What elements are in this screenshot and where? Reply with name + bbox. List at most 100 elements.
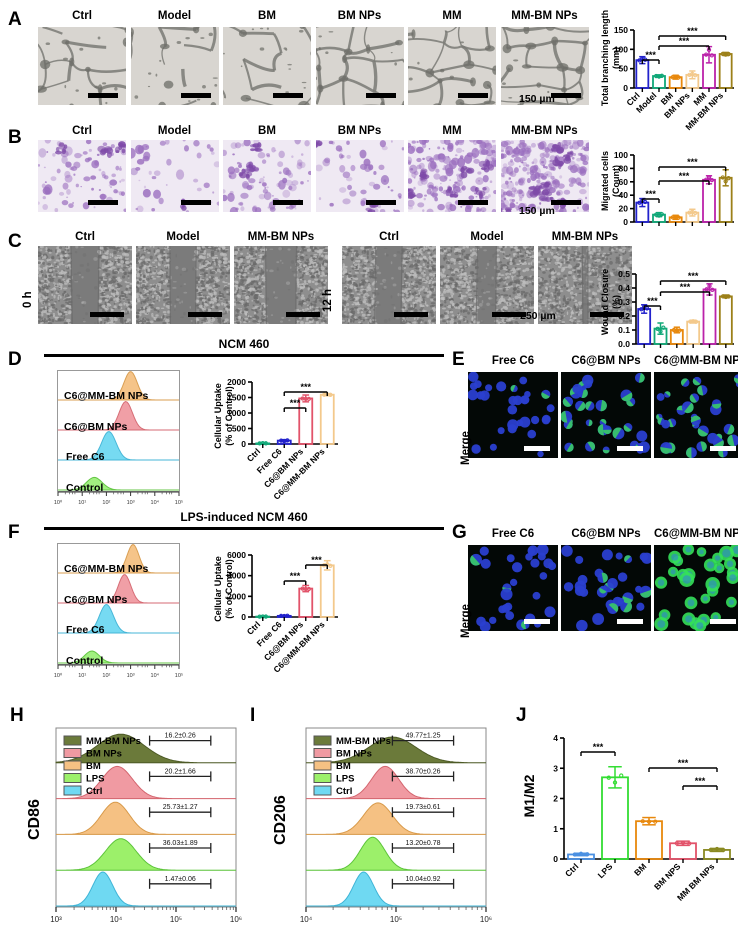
fluorescence-image: [561, 545, 651, 631]
column-header: Free C6: [491, 355, 535, 367]
panel-a-scale-text: 150 µm: [519, 93, 555, 105]
flow-histogram-label: C6@MM-BM NPs: [64, 563, 149, 575]
column-header: Ctrl: [75, 231, 95, 243]
panel-label-e: E: [452, 349, 465, 370]
panel-b-scale-text: 150 µm: [519, 205, 555, 217]
column-header: Model: [166, 231, 200, 243]
flow-histogram-label: C6@BM NPs: [64, 593, 128, 606]
micrograph: [38, 246, 132, 324]
scale-bar: [273, 200, 303, 205]
panel-h-chart: 16.2±0.26 20.2±1.66 25.73±1.27 36.03±1.89 1.…: [50, 724, 242, 929]
column-header: MM: [442, 125, 462, 137]
panel-h-axis-label: CD86: [26, 799, 43, 840]
micrograph: [342, 246, 436, 324]
scale-bar: [617, 619, 643, 624]
flow-x-axis: 10⁰ 10¹ 10² 10³ 10⁴ 10⁵: [54, 491, 183, 508]
svg-text:***: ***: [679, 36, 690, 46]
svg-text:***: ***: [645, 50, 656, 60]
svg-text:150: 150: [614, 25, 628, 35]
scale-bar: [492, 312, 526, 317]
panel-f-header-rule: [44, 527, 444, 530]
column-header: MM-BM NPs: [247, 231, 315, 243]
svg-text:80: 80: [619, 163, 629, 173]
column-header: MM-BM NPs: [551, 231, 619, 243]
panel-f-chart: 0 2000 4000 6000 Ctrl Free C6 C6@BM NPs C6@MM-B…: [212, 539, 342, 675]
scale-bar: [365, 93, 396, 98]
micrograph: [136, 246, 230, 324]
svg-text:(mm): (mm): [611, 47, 621, 69]
column-header: Model: [157, 10, 192, 22]
svg-text:***: ***: [645, 189, 656, 199]
svg-text:20: 20: [619, 204, 629, 214]
panel-c-chart: 0.0 0.1 0.2 0.3 0.4 0.5 *** *** *** Wound Closure…: [600, 258, 738, 358]
panel-a-chart: 0 50 100 150 Ctrl Model BM BM NPs MM MM-BM NPs ***…: [600, 8, 738, 132]
column-header: Ctrl: [379, 231, 399, 243]
scale-bar: [550, 93, 581, 98]
column-header: Model: [470, 231, 504, 243]
flow-histogram-label: C6@MM-BM NPs: [64, 390, 149, 402]
fluorescence-image: [561, 372, 651, 458]
fluorescence-image: [654, 372, 738, 458]
micrograph: [408, 140, 496, 212]
micrograph: [408, 27, 496, 105]
micrograph: [223, 27, 311, 105]
svg-text:0: 0: [623, 83, 628, 93]
panel-c-scale-text: 250 µm: [520, 310, 556, 322]
flow-histogram-label: Control: [66, 481, 104, 494]
panel-label-b: B: [8, 127, 22, 148]
panel-label-i: I: [250, 705, 256, 726]
panel-b-chart: 0 20 40 60 80 100 *** *** *** Migrated cells (Coun…: [600, 135, 738, 240]
panel-i-chart: 49.77±1.25 38.70±0.26 19.73±0.61 13.20±0.78…: [300, 724, 492, 929]
panel-label-h: H: [10, 705, 24, 726]
column-header: Ctrl: [72, 125, 92, 137]
scale-bar: [617, 446, 643, 451]
panel-d-chart: 0 500 1000 1500 2000 Ctrl Free C6 C6@BM NPs C6@M…: [212, 366, 342, 502]
scale-bar: [188, 312, 222, 317]
scale-bar: [88, 200, 118, 205]
panel-i-axis-label: CD206: [272, 795, 289, 845]
column-header: BM: [258, 125, 276, 137]
panel-label-d: D: [8, 349, 22, 370]
svg-text:100: 100: [614, 150, 628, 160]
svg-text:40: 40: [619, 190, 629, 200]
scale-bar: [286, 312, 320, 317]
column-header: C6@MM-BM NPs: [654, 528, 738, 540]
panel-e-row-label: Merge: [460, 431, 472, 465]
panel-d-header-rule: [44, 354, 444, 357]
scale-bar: [365, 200, 396, 205]
scale-bar: [710, 619, 736, 624]
svg-text:***: ***: [679, 171, 690, 181]
panel-f-header-title: LPS-induced NCM 460: [180, 510, 308, 524]
flow-x-axis: 10⁰ 10¹ 10² 10³ 10⁴ 10⁵: [54, 664, 183, 681]
panel-g-row-label: Merge: [460, 604, 472, 638]
flow-histogram-label: Control: [66, 654, 104, 667]
scale-bar: [710, 446, 736, 451]
panel-label-g: G: [452, 522, 467, 543]
column-header: Model: [157, 125, 192, 137]
panel-label-a: A: [8, 9, 22, 30]
fluorescence-image: [468, 545, 558, 631]
flow-histogram-label: Free C6: [66, 451, 105, 463]
column-header: BM NPs: [337, 125, 382, 137]
svg-text:***: ***: [687, 157, 698, 167]
scale-bar: [458, 93, 488, 98]
panel-d-header-title: NCM 460: [218, 337, 270, 351]
flow-histogram-label: Free C6: [66, 624, 105, 636]
column-header: C6@BM NPs: [571, 528, 641, 540]
micrograph: [234, 246, 328, 324]
scale-bar: [88, 93, 118, 98]
scale-bar: [524, 619, 550, 624]
panel-d-flow-box: [57, 370, 180, 492]
micrograph: [500, 27, 589, 105]
panel-e-scale-text: 25 µm: [676, 468, 706, 480]
column-header: BM NPs: [337, 10, 382, 22]
column-header: MM-BM NPs: [511, 125, 578, 137]
svg-text:60: 60: [619, 177, 629, 187]
panel-j-chart: 0 1 2 3 4 Ctrl LPS BM BM NPS MM BM NPs *** *** *** M1…: [520, 716, 738, 931]
panel-c-time-right: 12 h: [322, 288, 334, 312]
column-header: C6@BM NPs: [571, 355, 641, 367]
scale-bar: [458, 200, 488, 205]
panel-c-time-left: 0 h: [22, 291, 34, 308]
svg-text:Total branching length: Total branching length: [600, 10, 610, 106]
